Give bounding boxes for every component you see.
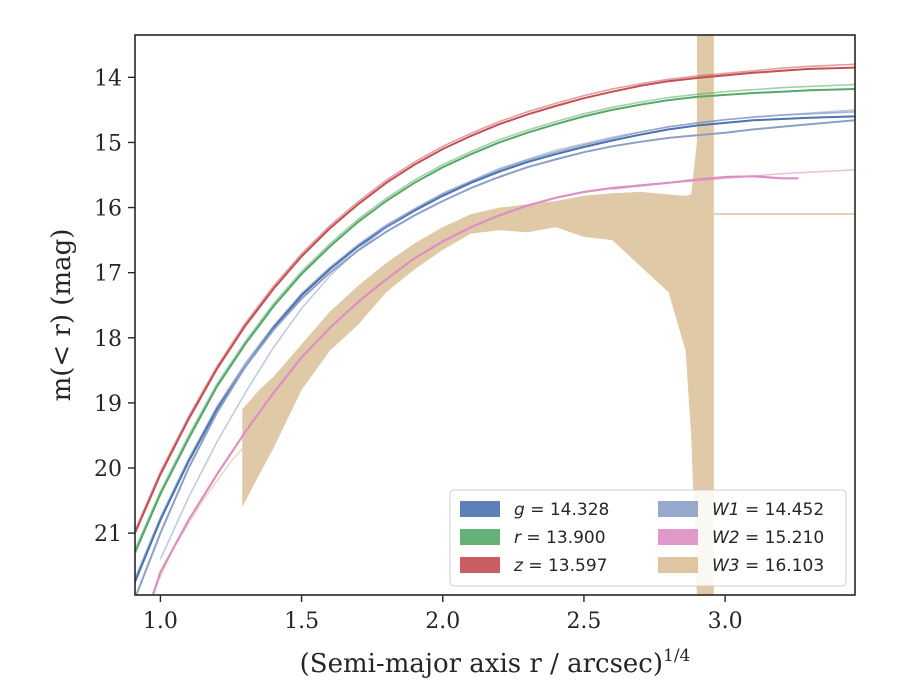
- series-band-w3: [242, 35, 714, 595]
- y-tick-label: 21: [94, 522, 122, 547]
- x-tick-label: 2.5: [566, 609, 601, 634]
- series-line-z-alt: [135, 63, 855, 531]
- y-tick-label: 15: [94, 131, 122, 156]
- legend-label-w2: W2 = 15.210: [712, 528, 824, 548]
- y-tick-label: 18: [94, 327, 122, 352]
- y-tick-label: 16: [94, 197, 122, 222]
- series-line-r-alt: [135, 83, 855, 550]
- x-tick-label: 2.0: [425, 609, 460, 634]
- legend-label-g: g = 14.328: [514, 500, 609, 520]
- legend-swatch-r: [460, 529, 500, 545]
- y-tick-label: 20: [94, 457, 122, 482]
- legend-label-z: z = 13.597: [513, 556, 607, 576]
- legend-swatch-w2: [658, 529, 698, 545]
- tick-layer: 1.0 1.5 2.0 2.5 3.0 14 15 16 17 18 19 20 21: [94, 66, 743, 634]
- legend-swatch-w1: [658, 501, 698, 517]
- x-tick-label: 3.0: [708, 609, 743, 634]
- x-axis-label-text: (Semi-major axis r / arcsec): [300, 649, 663, 679]
- legend-swatch-g: [460, 501, 500, 517]
- legend-label-r: r = 13.900: [514, 528, 606, 548]
- legend-label-w3: W3 = 16.103: [712, 556, 824, 576]
- series-line-w1-alt: [159, 109, 855, 560]
- legend-swatch-w3: [658, 557, 698, 573]
- x-tick-label: 1.5: [284, 609, 319, 634]
- series-line-w2-alt: [612, 169, 855, 191]
- legend-label-w1: W1 = 14.452: [712, 500, 824, 520]
- x-axis-label-exponent: 1/4: [663, 646, 690, 666]
- y-axis-label: m(< r) (mag): [47, 229, 77, 402]
- y-tick-label: 19: [94, 392, 122, 417]
- series-line-w3-faint: [151, 448, 243, 595]
- y-tick-label: 17: [94, 262, 122, 287]
- series-line-w2: [151, 175, 799, 595]
- series-line-r: [135, 88, 855, 554]
- series-line-layer: [135, 63, 855, 595]
- series-line-z: [135, 66, 855, 534]
- series-line-w1: [135, 119, 855, 595]
- x-tick-label: 1.0: [143, 609, 178, 634]
- plot-frame: [134, 34, 856, 596]
- y-tick-label: 14: [94, 66, 122, 91]
- series-fill-layer: [151, 35, 855, 595]
- legend-swatch-z: [460, 557, 500, 573]
- x-axis-label: (Semi-major axis r / arcsec)1/4: [300, 646, 691, 679]
- legend-box: [449, 489, 847, 587]
- legend: g = 14.328 r = 13.900 z = 13.597 W1 = 14.45…: [449, 489, 847, 587]
